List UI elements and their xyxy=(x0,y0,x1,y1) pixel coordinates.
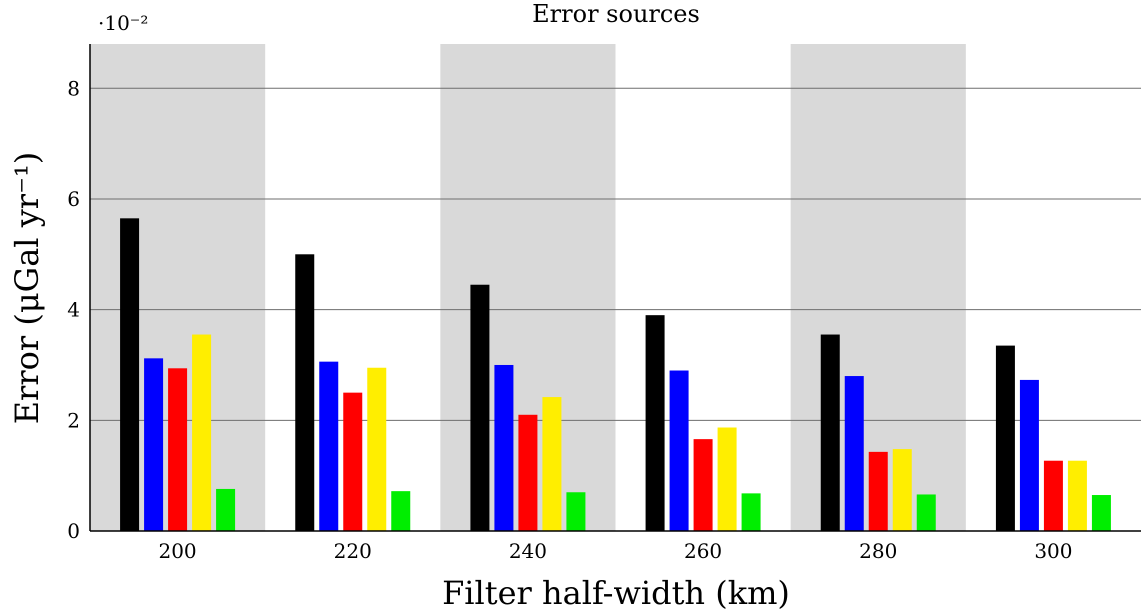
bar xyxy=(916,494,936,531)
bar xyxy=(542,397,562,531)
y-tick-label: 4 xyxy=(67,298,80,322)
x-tick-label: 240 xyxy=(509,539,547,563)
background-bands xyxy=(90,44,966,531)
x-tick-label: 220 xyxy=(334,539,372,563)
bar xyxy=(741,493,761,531)
bar xyxy=(494,364,514,531)
bar xyxy=(892,449,912,531)
chart-title: Error sources xyxy=(532,0,700,28)
bars xyxy=(120,218,1111,532)
y-tick-label: 6 xyxy=(67,187,80,211)
x-ticks: 200 220 240 260 280 300 xyxy=(158,539,1072,563)
bar xyxy=(1091,495,1111,531)
bar xyxy=(645,315,665,531)
bar xyxy=(669,370,689,531)
bar xyxy=(144,358,164,531)
bar xyxy=(216,488,236,531)
grid-lines xyxy=(90,87,1141,421)
bar xyxy=(192,334,212,531)
x-tick-label: 280 xyxy=(859,539,897,563)
y-tick-label: 8 xyxy=(67,76,80,100)
y-tick-label: 0 xyxy=(67,519,80,543)
bar xyxy=(820,334,840,531)
bar xyxy=(693,439,713,531)
y-ticks: 0 2 4 6 8 xyxy=(67,76,80,543)
bar xyxy=(717,427,737,531)
y-tick-label: 2 xyxy=(67,408,80,432)
bar xyxy=(343,392,363,531)
bar xyxy=(168,368,188,531)
x-tick-label: 300 xyxy=(1034,539,1072,563)
bar xyxy=(1043,460,1063,531)
x-tick-label: 200 xyxy=(158,539,196,563)
bar xyxy=(1067,460,1087,531)
bar xyxy=(1019,379,1039,531)
bar xyxy=(566,492,586,531)
bar xyxy=(470,284,490,531)
bar xyxy=(391,491,411,531)
y-axis-label: Error (μGal yr⁻¹) xyxy=(8,152,46,425)
bar xyxy=(844,376,864,531)
x-axis-label: Filter half-width (km) xyxy=(442,574,790,612)
bar xyxy=(295,254,315,531)
y-multiplier-label: ·10⁻² xyxy=(98,11,148,35)
bar xyxy=(868,451,888,531)
bar xyxy=(367,367,387,531)
x-tick-label: 260 xyxy=(684,539,722,563)
bar xyxy=(120,218,140,532)
background-band xyxy=(790,44,966,531)
bar xyxy=(319,361,339,531)
bar xyxy=(518,414,538,531)
bar xyxy=(995,345,1015,531)
